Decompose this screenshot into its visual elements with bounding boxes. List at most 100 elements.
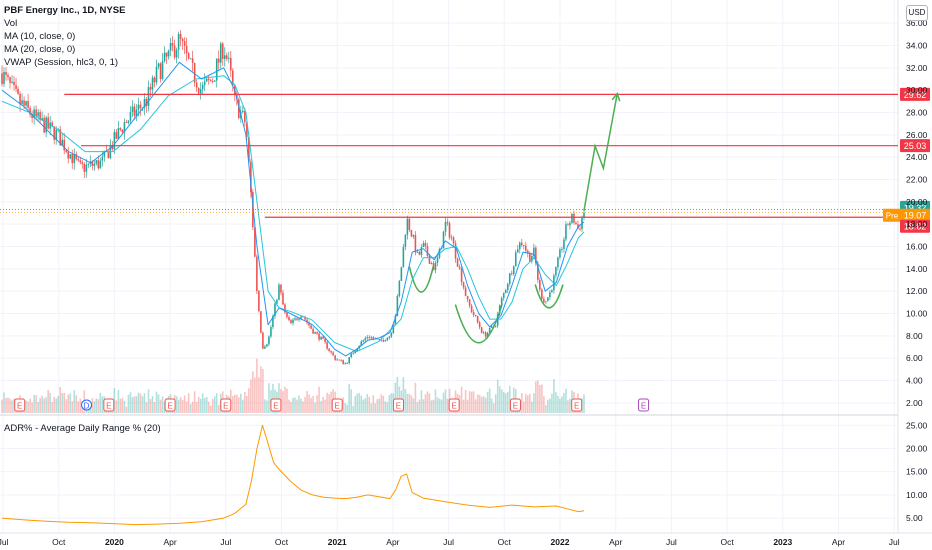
volume-bar	[324, 399, 326, 413]
candle-body	[348, 357, 350, 364]
volume-bar	[133, 396, 136, 413]
time-tick-label: Apr	[832, 537, 845, 547]
candle-body	[49, 122, 51, 129]
candle-body	[151, 77, 154, 90]
volume-bar	[308, 394, 310, 413]
price-axis[interactable]: 36.00 34.00 32.00 30.00 28.00 26.00 24.00 22.00…	[906, 18, 928, 408]
volume-bar	[350, 389, 352, 413]
candle-body	[197, 87, 200, 94]
volume-bar	[149, 399, 152, 413]
volume-bar	[386, 402, 389, 413]
candle-body	[119, 128, 122, 130]
candle-body	[332, 352, 334, 356]
candle-body	[324, 338, 326, 343]
volume-bar	[476, 394, 479, 413]
volume-bar	[215, 393, 218, 413]
currency-button[interactable]: USD	[906, 5, 928, 21]
candle-body	[559, 249, 561, 258]
volume-bar	[209, 405, 212, 413]
indicator-ma10[interactable]: MA (10, close, 0)	[4, 31, 76, 42]
candle-body	[398, 280, 401, 296]
volume-bar	[121, 397, 124, 413]
candle-body	[456, 258, 459, 267]
volume-bar	[35, 395, 37, 413]
time-tick-label: Apr	[163, 537, 176, 547]
volume-bar	[494, 394, 497, 413]
volume-bar	[161, 396, 164, 413]
candle-body	[238, 99, 240, 119]
volume-bar	[101, 396, 104, 413]
candle-body	[244, 110, 246, 123]
volume-bar	[551, 393, 553, 413]
volume-bar	[547, 399, 549, 413]
candle-body	[81, 162, 84, 165]
indicator-ma20[interactable]: MA (20, close, 0)	[4, 44, 76, 55]
resistance-label-2-box	[900, 139, 930, 153]
candle-body	[131, 106, 134, 112]
volume-bar	[496, 379, 499, 413]
volume-bar	[422, 399, 425, 413]
candle-body	[93, 163, 96, 166]
candle-body	[5, 71, 7, 75]
candle-body	[474, 315, 477, 317]
indicator-vol[interactable]: Vol	[4, 18, 18, 29]
adr-title[interactable]: ADR% - Average Daily Range % (20)	[4, 423, 161, 434]
candle-body	[43, 117, 45, 133]
candle-body	[246, 122, 248, 137]
volume-bar	[47, 389, 49, 413]
candle-body	[258, 290, 260, 312]
candle-body	[376, 338, 379, 340]
indicator-vwap[interactable]: VWAP (Session, hlc3, 0, 1)	[4, 57, 119, 68]
candle-body	[217, 58, 220, 63]
candle-body	[256, 256, 258, 291]
volume-bar	[396, 376, 399, 413]
candle-body	[452, 237, 455, 244]
candle-body	[290, 320, 292, 324]
candle-body	[529, 253, 531, 262]
volume-bar	[278, 383, 280, 413]
volume-bar	[113, 388, 116, 413]
candle-body	[436, 257, 439, 263]
volume-bar	[260, 366, 262, 413]
pre-tag: Pre	[886, 212, 899, 221]
candle-body	[227, 57, 230, 59]
volume-bar	[462, 399, 465, 413]
candle-body	[446, 222, 449, 224]
earnings-letter-2: E	[106, 402, 111, 411]
candle-body	[278, 284, 280, 300]
candle-body	[45, 117, 47, 133]
time-tick-label: Jul	[0, 537, 9, 547]
candle-body	[189, 58, 192, 60]
volume-bar	[147, 389, 150, 413]
volume-bar	[73, 390, 76, 413]
candle-body	[466, 295, 469, 300]
volume-bar	[93, 401, 96, 413]
candle-body	[569, 222, 571, 226]
time-axis[interactable]: Jul Oct 2020 Apr Jul Oct 2021 Apr Jul Oct 2022 Apr J…	[0, 537, 900, 547]
volume-bar	[131, 397, 134, 413]
candle-body	[185, 45, 188, 54]
volume-bar	[264, 399, 266, 413]
candle-body	[270, 327, 272, 337]
candle-body	[25, 101, 27, 106]
volume-bar	[569, 398, 571, 413]
time-tick-label: 2020	[105, 537, 124, 547]
volume-bar	[187, 393, 190, 413]
candle-body	[39, 112, 41, 121]
candle-body	[3, 71, 5, 84]
earnings-marker-7	[392, 398, 404, 412]
volume-bar	[466, 399, 469, 413]
time-tick-label: Oct	[498, 537, 512, 547]
volume-bar	[163, 401, 166, 413]
candle-body	[127, 120, 130, 123]
volume-bar	[37, 401, 39, 413]
candle-body	[53, 126, 55, 140]
volume-bar	[362, 399, 365, 413]
volume-bar	[145, 402, 148, 413]
volume-bar	[252, 371, 254, 413]
volume-bar	[354, 395, 357, 413]
candle-body	[480, 327, 483, 333]
candle-body	[338, 359, 340, 361]
candle-body	[159, 63, 162, 80]
